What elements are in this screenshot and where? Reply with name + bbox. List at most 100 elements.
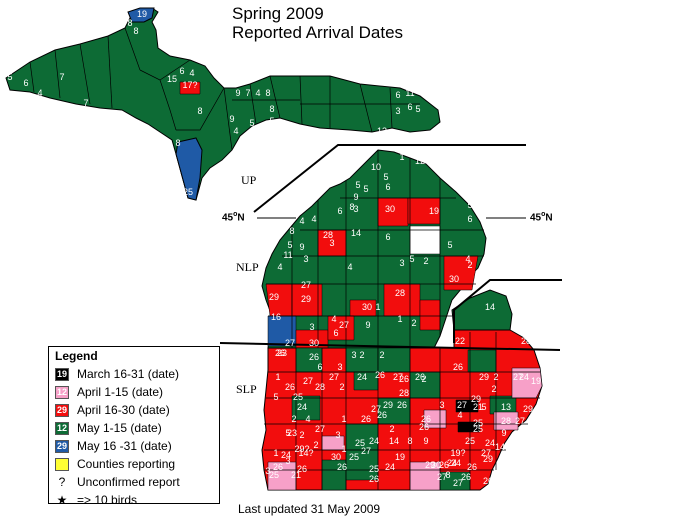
- county-date-label: 6: [395, 90, 400, 100]
- county-date-label: 24: [385, 462, 395, 472]
- up-landmass: [5, 7, 441, 201]
- county-date-label: 5: [273, 392, 278, 402]
- county-date-label: 24: [297, 402, 307, 412]
- legend-item-label: May 16 -31 (date): [77, 439, 172, 453]
- county-date-label: 21: [291, 470, 301, 480]
- county-date-label: 12: [415, 156, 425, 166]
- county-date-label: 2: [423, 256, 428, 266]
- region-label-nlp: NLP: [236, 260, 259, 274]
- county-date-label: 28: [315, 382, 325, 392]
- county-date-label: 21: [473, 402, 483, 412]
- legend-swatch: 12: [55, 421, 69, 435]
- county-date-label: 5: [467, 200, 472, 210]
- slp-county-lines: [264, 332, 540, 490]
- legend-item-unconfirmed: ? Unconfirmed report: [55, 473, 213, 491]
- county-date-label: 2: [467, 260, 472, 270]
- county-date-label: 26: [285, 382, 295, 392]
- legend-item-march-late: 19 March 16-31 (date): [55, 365, 213, 383]
- county-date-label: 27: [453, 478, 463, 488]
- county-date-label: 23: [287, 428, 297, 438]
- thumb-boundary: [453, 279, 562, 343]
- county-date-label: 26: [297, 464, 307, 474]
- county-date-label: 19: [137, 9, 147, 19]
- county-date-label: 2: [299, 430, 304, 440]
- county-date-label: 11: [283, 250, 292, 260]
- county-date-label: 14?: [298, 448, 313, 458]
- legend-swatch: 19: [55, 367, 69, 381]
- county-date-label: 26: [309, 352, 319, 362]
- county-date-label: 4: [305, 414, 310, 424]
- legend-item-may-late: 29 May 16 -31 (date): [55, 437, 213, 455]
- county-date-label: 6: [333, 328, 338, 338]
- county-date-label: 3: [159, 134, 164, 144]
- county-date-label: 26: [453, 362, 463, 372]
- county-date-label: 2: [339, 382, 344, 392]
- county-date-label: 6: [385, 232, 390, 242]
- last-updated-note: Last updated 31 May 2009: [238, 502, 381, 516]
- county-date-label: 4: [277, 262, 282, 272]
- boundary-lines: [219, 144, 562, 351]
- county-date-label: 29: [479, 372, 489, 382]
- county-date-label: 27: [437, 472, 447, 482]
- nlp-county-red-4: [443, 255, 479, 291]
- county-date-label: 25: [473, 418, 483, 428]
- county-date-label: 8: [445, 470, 450, 480]
- thumb-region: [451, 289, 513, 333]
- county-date-label: 3: [395, 106, 400, 116]
- county-date-label: 9: [229, 114, 234, 124]
- county-date-label: 28: [521, 336, 531, 346]
- up-county-keweenaw: [127, 7, 155, 23]
- county-date-label: 25: [269, 470, 279, 480]
- county-date-label: 7: [59, 72, 64, 82]
- county-date-label: 13: [501, 402, 511, 412]
- legend-item-label: Counties reporting: [77, 457, 176, 471]
- county-date-label: 1: [375, 302, 380, 312]
- county-date-label: 14: [485, 302, 495, 312]
- county-date-label: 8: [175, 138, 180, 148]
- county-date-label: 25: [355, 438, 365, 448]
- county-date-label: 27: [371, 404, 381, 414]
- county-date-label: 30: [449, 274, 459, 284]
- county-date-label: 13: [377, 126, 387, 136]
- county-date-label: 7: [83, 98, 88, 108]
- county-date-label: 3: [265, 466, 270, 476]
- county-date-label: 5: [287, 240, 292, 250]
- county-date-label: 9: [299, 242, 304, 252]
- county-date-label: 2: [379, 350, 384, 360]
- county-date-label: 26: [439, 460, 449, 470]
- map-title-line1: Spring 2009: [232, 4, 324, 23]
- county-date-label: 17?: [182, 80, 197, 90]
- county-date-label: 10: [371, 162, 381, 172]
- county-date-label: 30: [362, 302, 372, 312]
- county-date-label: 7: [111, 112, 116, 122]
- county-date-label: 6: [317, 362, 322, 372]
- county-date-label: 27: [303, 376, 313, 386]
- county-date-label: 25: [349, 452, 359, 462]
- county-date-label: 23: [277, 348, 287, 358]
- county-date-label: 26: [375, 370, 385, 380]
- county-date-label: 8: [127, 18, 132, 28]
- up-county-chippewa-red: [179, 81, 201, 95]
- county-date-label: 25: [183, 187, 193, 197]
- county-date-label: 1: [397, 314, 402, 324]
- legend-swatch: [55, 457, 69, 471]
- county-date-label: 7: [245, 88, 250, 98]
- county-date-label: 26: [361, 414, 371, 424]
- nlp-county-red-11: [419, 299, 441, 331]
- county-date-label: 25: [473, 424, 483, 434]
- county-date-label: 4: [347, 262, 352, 272]
- county-date-label: 24: [485, 438, 495, 448]
- county-date-label: 24: [451, 458, 461, 468]
- county-date-label: 5: [363, 184, 368, 194]
- county-date-label: 22: [455, 336, 465, 346]
- county-date-label: 19: [429, 206, 439, 216]
- county-date-label: 4: [233, 126, 238, 136]
- county-date-label: 27: [515, 416, 525, 426]
- county-date-label: 27: [329, 372, 339, 382]
- county-date-label: 24: [519, 372, 529, 382]
- county-date-label: 24: [369, 436, 379, 446]
- county-date-label: 2: [313, 440, 318, 450]
- latitude-unit-right: N: [545, 212, 553, 224]
- county-date-label: 29: [301, 294, 311, 304]
